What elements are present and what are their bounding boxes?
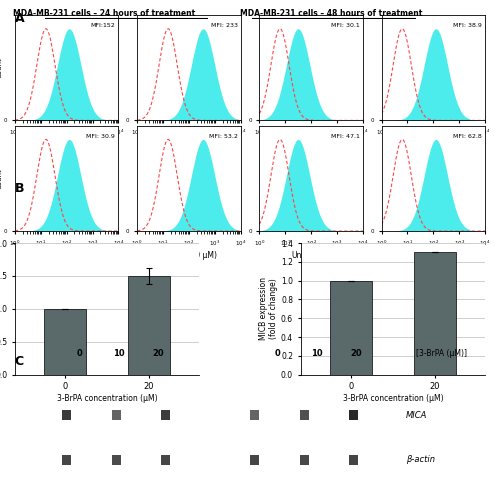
Bar [128,276,170,374]
Bar [62,455,71,465]
Y-axis label: Count: Count [0,168,2,189]
Text: A: A [15,12,24,26]
Bar [44,309,86,374]
Bar [161,455,170,465]
Text: B: B [15,182,24,196]
Text: 10: 10 [311,348,323,358]
Text: MFI: 38.9: MFI: 38.9 [453,24,482,28]
Bar [250,455,259,465]
X-axis label: 3-BrPA (20 μM): 3-BrPA (20 μM) [405,251,462,260]
X-axis label: Untreated: Untreated [292,251,330,260]
Bar [112,455,121,465]
Text: MFI: 30.1: MFI: 30.1 [331,24,360,28]
Text: [3-BrPA (μM)]: [3-BrPA (μM)] [416,348,467,358]
Text: MFI: 47.1: MFI: 47.1 [331,134,360,139]
Y-axis label: Count: Count [0,58,2,78]
Text: MFI:152: MFI:152 [91,24,115,28]
Bar [300,455,309,465]
X-axis label: Untreated: Untreated [48,251,86,260]
X-axis label: 3-BrPA concentration (μM): 3-BrPA concentration (μM) [343,394,443,403]
X-axis label: 3-BrPA (20 μM): 3-BrPA (20 μM) [160,251,217,260]
Text: 20: 20 [152,348,164,358]
Text: MICA: MICA [406,410,427,420]
Y-axis label: MICB expression
(fold of change): MICB expression (fold of change) [259,278,278,340]
Bar [112,410,121,420]
Text: C: C [15,355,24,368]
Bar [62,410,71,420]
Bar [300,410,309,420]
Text: MDA-MB-231 cells – 48 hours of treatment: MDA-MB-231 cells – 48 hours of treatment [241,8,423,18]
Text: MDA-MB-231 cells – 24 hours of treatment: MDA-MB-231 cells – 24 hours of treatment [13,8,195,18]
Text: 0: 0 [76,348,82,358]
Bar [250,410,259,420]
Text: 0: 0 [274,348,280,358]
Bar [414,252,456,374]
Bar [349,410,358,420]
Text: 10: 10 [113,348,125,358]
Text: MFI: 233: MFI: 233 [210,24,238,28]
X-axis label: 3-BrPA concentration (μM): 3-BrPA concentration (μM) [57,394,157,403]
Text: MFI: 62.8: MFI: 62.8 [453,134,482,139]
Text: MFI: 30.9: MFI: 30.9 [87,134,115,139]
Bar [161,410,170,420]
Bar [349,455,358,465]
Text: 20: 20 [350,348,362,358]
Text: MFI: 53.2: MFI: 53.2 [209,134,238,139]
Text: β-actin: β-actin [406,456,435,464]
Bar [330,280,372,374]
